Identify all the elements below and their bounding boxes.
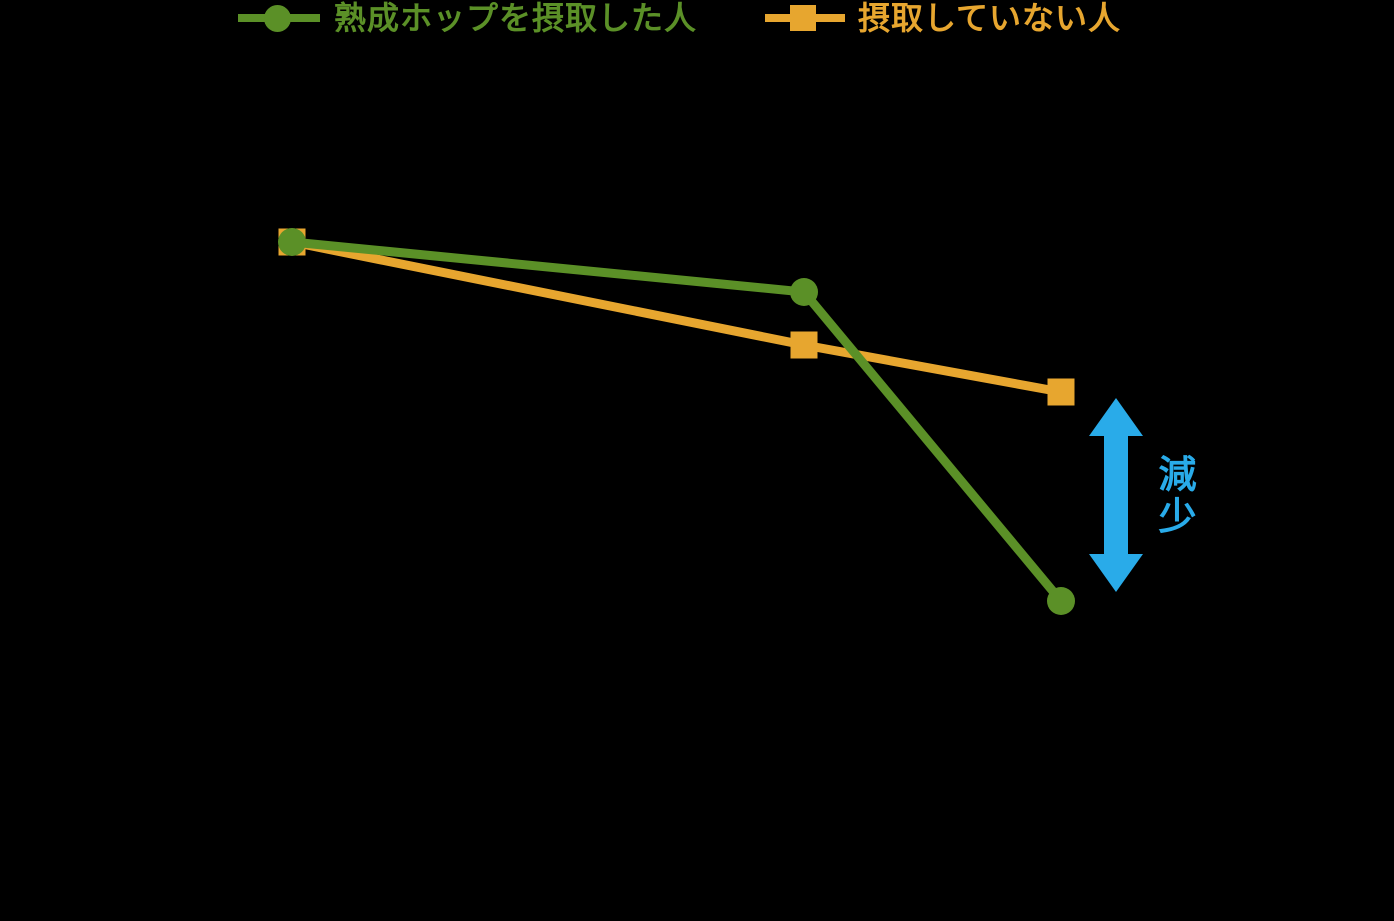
data-point-marker-square [1047, 378, 1075, 406]
legend-item-no-intake: 摂取していない人 [765, 0, 1121, 36]
legend-label-no-intake: 摂取していない人 [858, 0, 1122, 37]
legend-swatch-no-intake [765, 1, 845, 35]
data-point-marker-circle [1047, 587, 1075, 615]
decrease-annotation-label: 減少 [1152, 454, 1196, 538]
legend-item-aged-hops: 熟成ホップを摂取した人 [238, 0, 697, 36]
legend-square-marker-icon [790, 5, 816, 31]
legend-swatch-aged-hops [238, 1, 320, 35]
decrease-arrow-icon [1089, 398, 1143, 592]
data-point-marker-circle [790, 278, 818, 306]
legend-label-aged-hops: 熟成ホップを摂取した人 [334, 0, 698, 37]
data-point-marker-circle [278, 228, 306, 256]
series-line-circle [291, 237, 1065, 604]
legend-circle-marker-icon [264, 4, 291, 32]
series-line-square [291, 237, 1062, 397]
data-point-marker-square [790, 331, 818, 359]
